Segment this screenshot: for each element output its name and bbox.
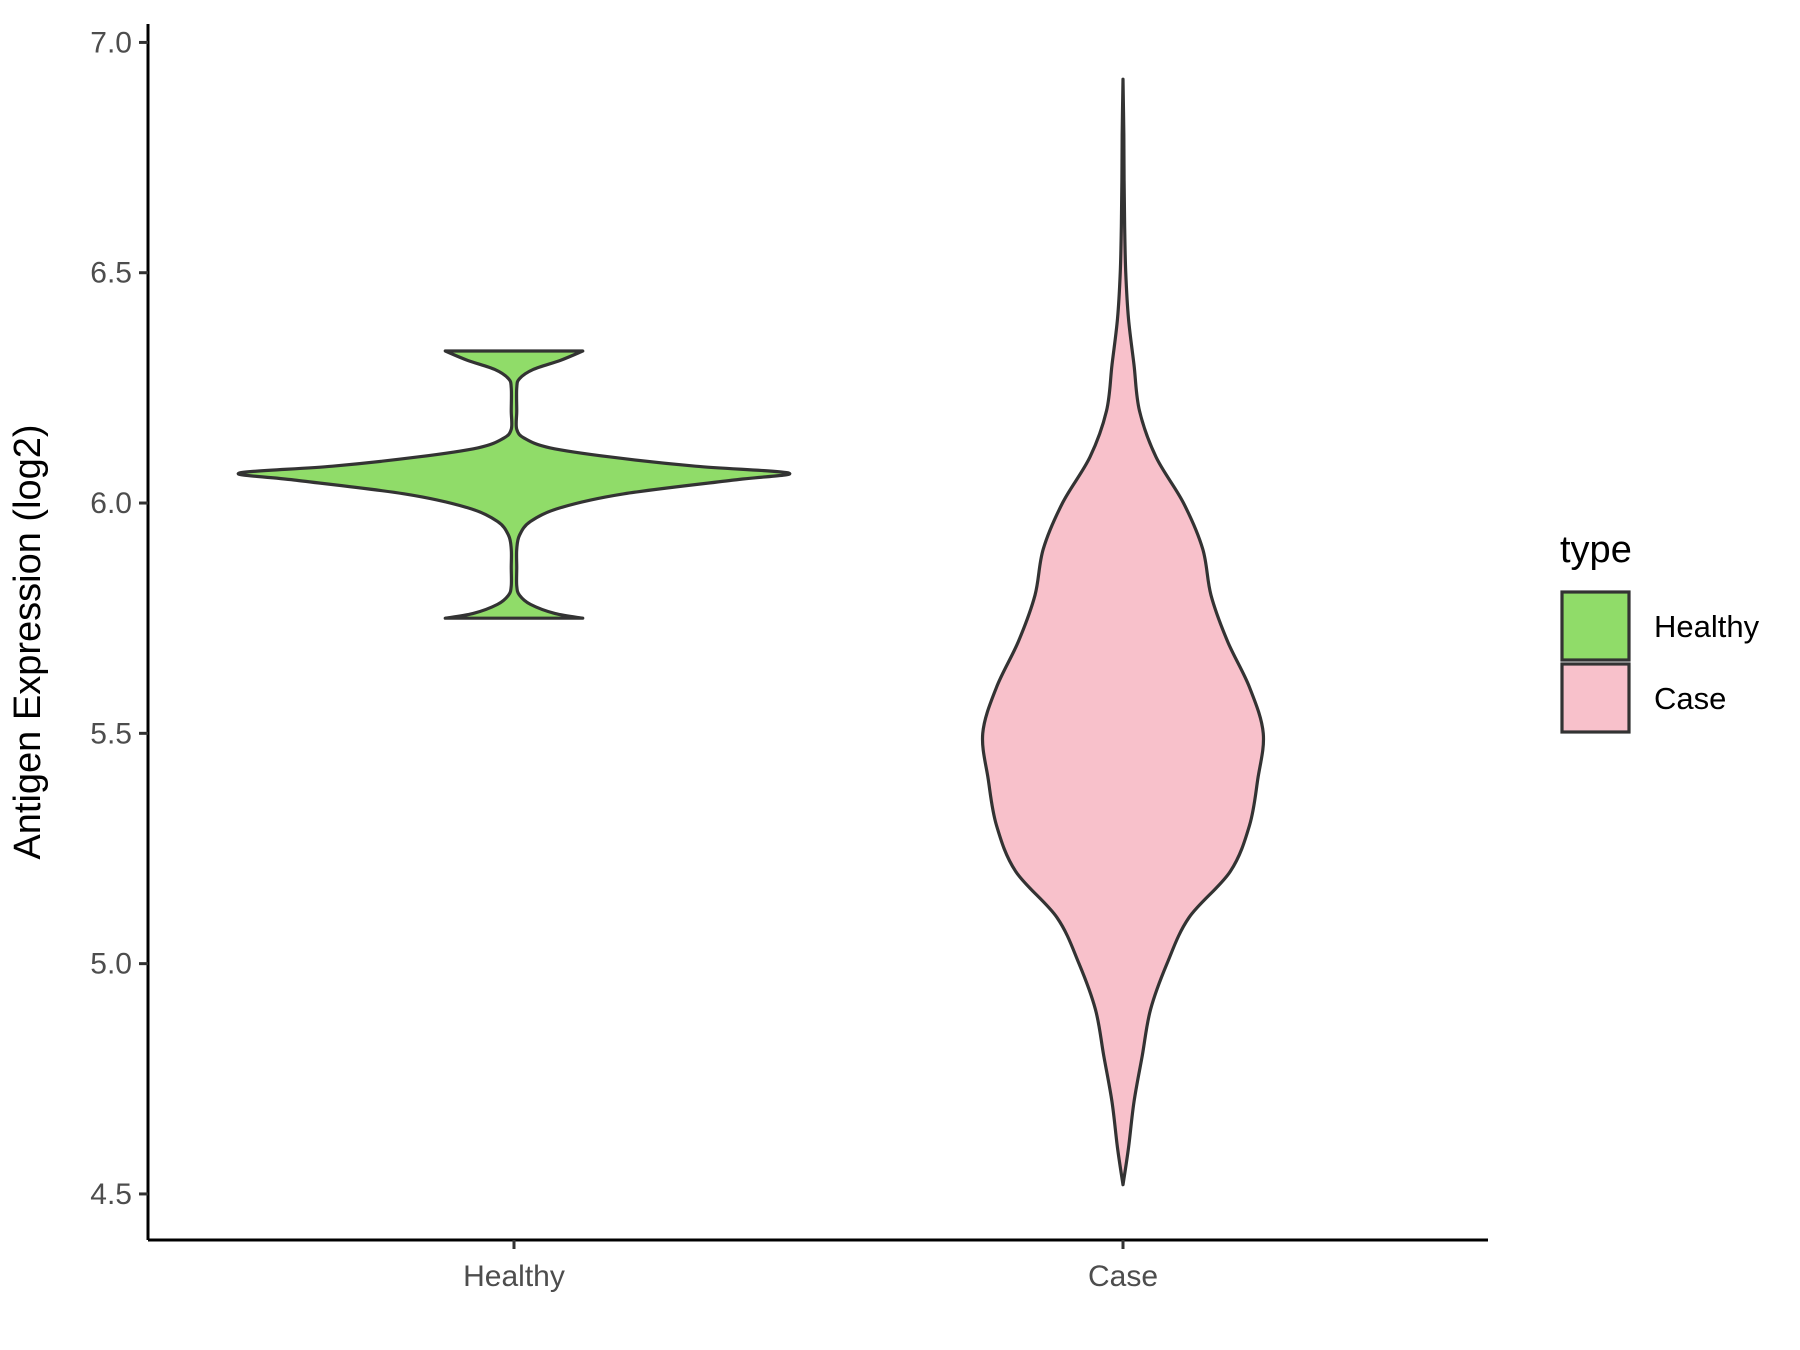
y-tick-label: 7.0 (90, 26, 132, 59)
legend-swatch (1560, 662, 1631, 734)
y-axis: 4.5 5.0 5.5 6.0 6.5 7.0 (90, 24, 150, 1240)
x-tick-label: Healthy (463, 1260, 565, 1293)
legend: type Healthy Case (1560, 529, 1760, 734)
violins (236, 77, 1266, 1187)
legend-label: Healthy (1654, 609, 1760, 644)
legend-title: type (1560, 529, 1632, 571)
y-tick-label: 6.5 (90, 257, 132, 290)
x-axis: Healthy Case (148, 1238, 1488, 1293)
y-tick-label: 5.0 (90, 948, 132, 981)
y-tick-label: 4.5 (90, 1178, 132, 1211)
legend-label: Case (1654, 681, 1726, 716)
legend-swatch (1560, 590, 1631, 662)
y-axis-title: Antigen Expression (log2) (7, 424, 49, 859)
violin-healthy (236, 349, 792, 620)
violin-case (980, 77, 1266, 1187)
y-tick-label: 6.0 (90, 487, 132, 520)
x-tick-label: Case (1088, 1260, 1158, 1293)
y-tick-label: 5.5 (90, 717, 132, 750)
